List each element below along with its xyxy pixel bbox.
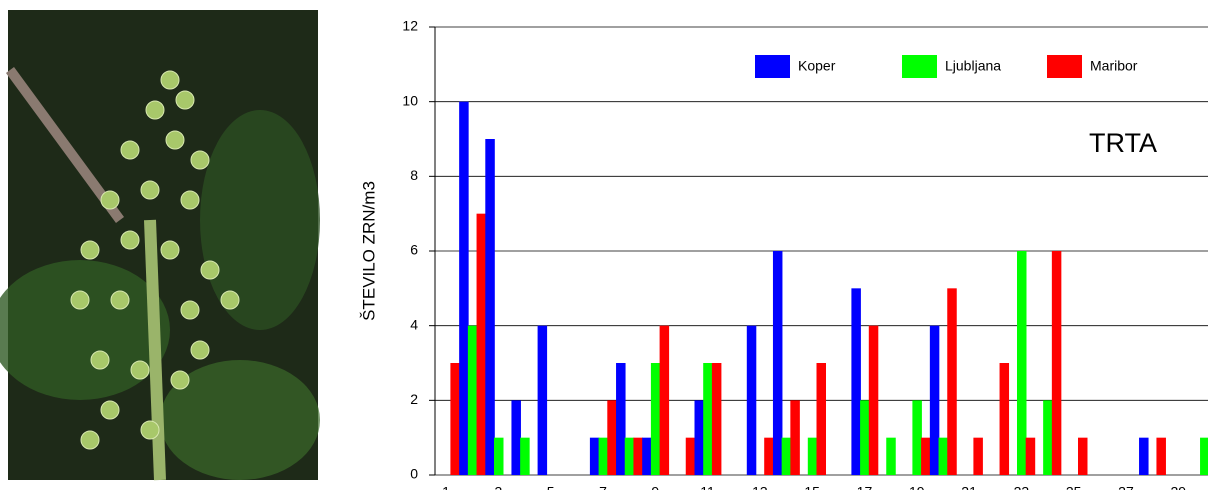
bar — [1200, 437, 1208, 475]
bar — [790, 400, 800, 475]
bar — [868, 325, 879, 475]
x-tick-label: 5 — [547, 484, 555, 490]
y-tick-label: 12 — [402, 18, 418, 34]
bar — [938, 437, 949, 475]
bar — [860, 400, 870, 475]
bar — [703, 363, 713, 475]
y-tick-label: 10 — [402, 92, 418, 108]
bar — [947, 288, 957, 475]
bar — [781, 437, 792, 475]
x-tick-label: 27 — [1118, 484, 1134, 490]
bar — [851, 288, 861, 475]
bar — [816, 363, 826, 475]
photo — [0, 10, 320, 481]
legend-swatch — [755, 55, 790, 78]
x-tick-label: 11 — [700, 484, 715, 490]
bar — [694, 400, 704, 475]
y-tick-label: 4 — [410, 316, 418, 332]
bar — [1139, 437, 1149, 475]
x-tick-label: 29 — [1170, 484, 1186, 490]
bar — [494, 437, 504, 475]
bar — [476, 213, 487, 475]
y-tick-label: 8 — [410, 167, 418, 183]
bar — [1043, 400, 1053, 475]
bar — [450, 363, 460, 475]
y-tick-label: 0 — [410, 466, 418, 482]
bar — [511, 400, 521, 475]
x-tick-label: 1 — [442, 484, 450, 490]
y-tick-label: 2 — [410, 391, 418, 407]
annotation: TRTA — [1089, 128, 1157, 158]
bar — [607, 400, 617, 475]
bar — [973, 437, 983, 475]
bar — [633, 437, 643, 475]
x-tick-label: 3 — [494, 484, 502, 490]
x-tick-label: 7 — [599, 484, 607, 490]
legend-swatch — [902, 55, 937, 78]
x-tick-label: 23 — [1014, 484, 1030, 490]
bar — [616, 363, 626, 475]
bar — [772, 251, 783, 475]
x-tick-label: 25 — [1066, 484, 1082, 490]
bar — [1017, 251, 1027, 475]
bar — [485, 139, 495, 475]
bar — [598, 437, 609, 475]
bar — [650, 363, 661, 475]
x-tick-label: 19 — [909, 484, 925, 490]
x-tick-label: 9 — [651, 484, 659, 490]
bar — [1051, 251, 1062, 475]
legend-swatch — [1047, 55, 1082, 78]
bar — [659, 325, 670, 475]
x-tick-label: 15 — [804, 484, 820, 490]
bar — [685, 437, 696, 475]
bar — [624, 437, 635, 475]
bar — [886, 437, 896, 475]
bar — [642, 437, 652, 475]
bar — [520, 437, 530, 475]
bar — [589, 437, 600, 475]
legend-label: Koper — [798, 58, 836, 74]
bar — [459, 101, 469, 476]
x-tick-label: 21 — [961, 484, 977, 490]
legend-label: Maribor — [1090, 58, 1138, 74]
bar — [1156, 437, 1166, 475]
bar — [764, 437, 774, 475]
y-tick-label: 6 — [410, 242, 418, 258]
bar — [929, 325, 940, 475]
bar — [746, 325, 757, 475]
legend-label: Ljubljana — [945, 58, 1001, 74]
bar — [807, 437, 818, 475]
y-axis-label: ŠTEVILO ZRN/m3 — [359, 181, 378, 321]
bar — [1078, 437, 1088, 475]
x-tick-label: 13 — [752, 484, 768, 490]
bar — [1025, 437, 1036, 475]
bar — [921, 437, 931, 475]
x-tick-label: 17 — [857, 484, 873, 490]
bar — [999, 363, 1010, 475]
bar — [467, 325, 478, 475]
bar — [537, 325, 548, 475]
bar — [711, 363, 722, 475]
bar — [912, 400, 922, 475]
